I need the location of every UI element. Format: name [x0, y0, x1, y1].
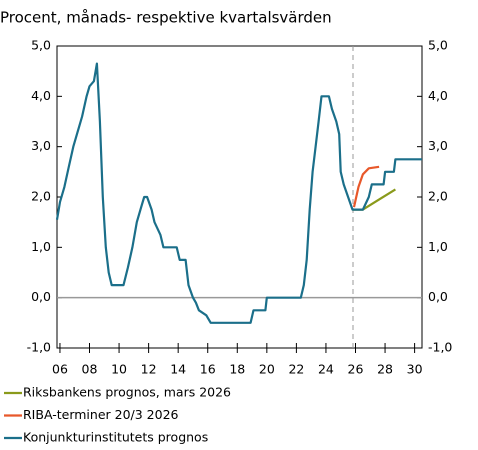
- x-tick-label: 14: [170, 362, 186, 377]
- x-tick-label: 28: [377, 362, 393, 377]
- x-tick-label: 12: [141, 362, 157, 377]
- x-tick-label: 22: [288, 362, 304, 377]
- x-tick-label: 18: [229, 362, 245, 377]
- y2-tick-label: 5,0: [428, 38, 448, 53]
- series-line: [352, 188, 396, 211]
- chart-title: Procent, månads- respektive kvartalsvärd…: [0, 9, 332, 27]
- legend-label: Riksbankens prognos, mars 2026: [23, 385, 231, 400]
- x-tick-label: 08: [82, 362, 98, 377]
- y2-tick-label: 2,0: [428, 189, 448, 204]
- x-tick-label: 26: [348, 362, 364, 377]
- y2-tick-label: 4,0: [428, 88, 448, 103]
- x-tick-label: 10: [111, 362, 127, 377]
- y-tick-label: 1,0: [31, 239, 51, 254]
- y2-tick-label: 0,0: [428, 289, 448, 304]
- y-tick-label: 2,0: [31, 189, 51, 204]
- x-tick-label: 20: [259, 362, 275, 377]
- y2-tick-label: 1,0: [428, 239, 448, 254]
- series-line: [352, 165, 380, 208]
- y-tick-label: 0,0: [31, 289, 51, 304]
- x-tick-label: 06: [52, 362, 68, 377]
- x-tick-label: 16: [200, 362, 216, 377]
- y-tick-label: 5,0: [31, 38, 51, 53]
- x-tick-label: 24: [318, 362, 334, 377]
- y-tick-label: 4,0: [31, 88, 51, 103]
- y2-tick-label: 3,0: [428, 138, 448, 153]
- series-line: [55, 62, 422, 324]
- x-tick-label: 30: [407, 362, 423, 377]
- y-tick-label: -1,0: [27, 340, 51, 355]
- legend-label: RIBA-terminer 20/3 2026: [23, 407, 179, 422]
- y2-tick-label: -1,0: [428, 340, 452, 355]
- legend-label: Konjunkturinstitutets prognos: [23, 430, 208, 445]
- plot-frame: [56, 45, 423, 349]
- y-tick-label: 3,0: [31, 138, 51, 153]
